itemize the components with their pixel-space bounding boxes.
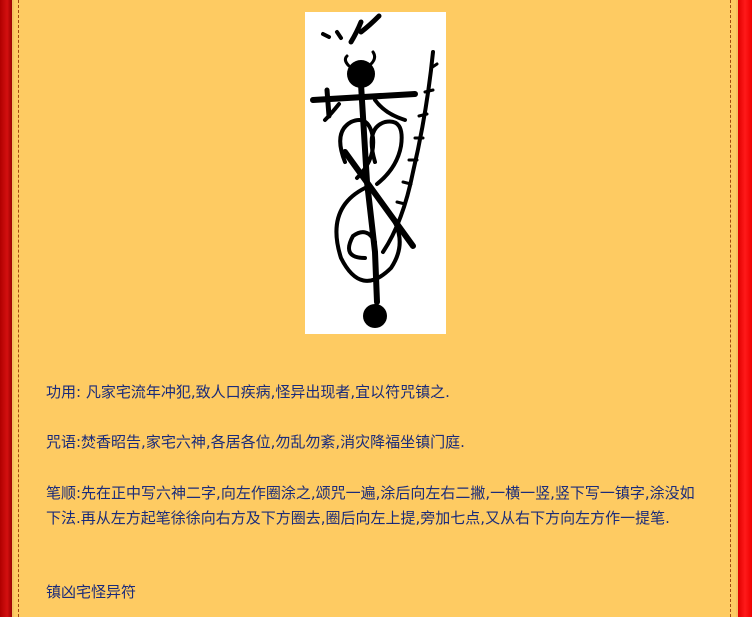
left-gold-rule bbox=[12, 0, 14, 617]
talisman-name: 镇凶宅怪异符 bbox=[46, 583, 137, 601]
right-gold-rule bbox=[736, 0, 738, 617]
function-paragraph: 功用: 凡家宅流年冲犯,致人口疾病,怪异出现者,宜以符咒镇之. bbox=[46, 383, 450, 401]
talisman-drawing-icon bbox=[310, 13, 439, 328]
right-dashed-edge bbox=[730, 0, 732, 617]
content-panel: 功用: 凡家宅流年冲犯,致人口疾病,怪异出现者,宜以符咒镇之. 咒语:焚香昭告,… bbox=[14, 0, 736, 617]
left-dashed-edge bbox=[18, 0, 20, 617]
right-red-border bbox=[738, 0, 752, 617]
left-red-border bbox=[0, 0, 12, 617]
talisman-image bbox=[305, 12, 446, 334]
stroke-order-paragraph: 笔顺:先在正中写六神二字,向左作圈涂之,颂咒一遍,涂后向左右二撇,一横一竖,竖下… bbox=[46, 484, 695, 527]
incantation-paragraph: 咒语:焚香昭告,家宅六神,各居各位,勿乱勿紊,消灾降福坐镇门庭. bbox=[46, 433, 465, 451]
